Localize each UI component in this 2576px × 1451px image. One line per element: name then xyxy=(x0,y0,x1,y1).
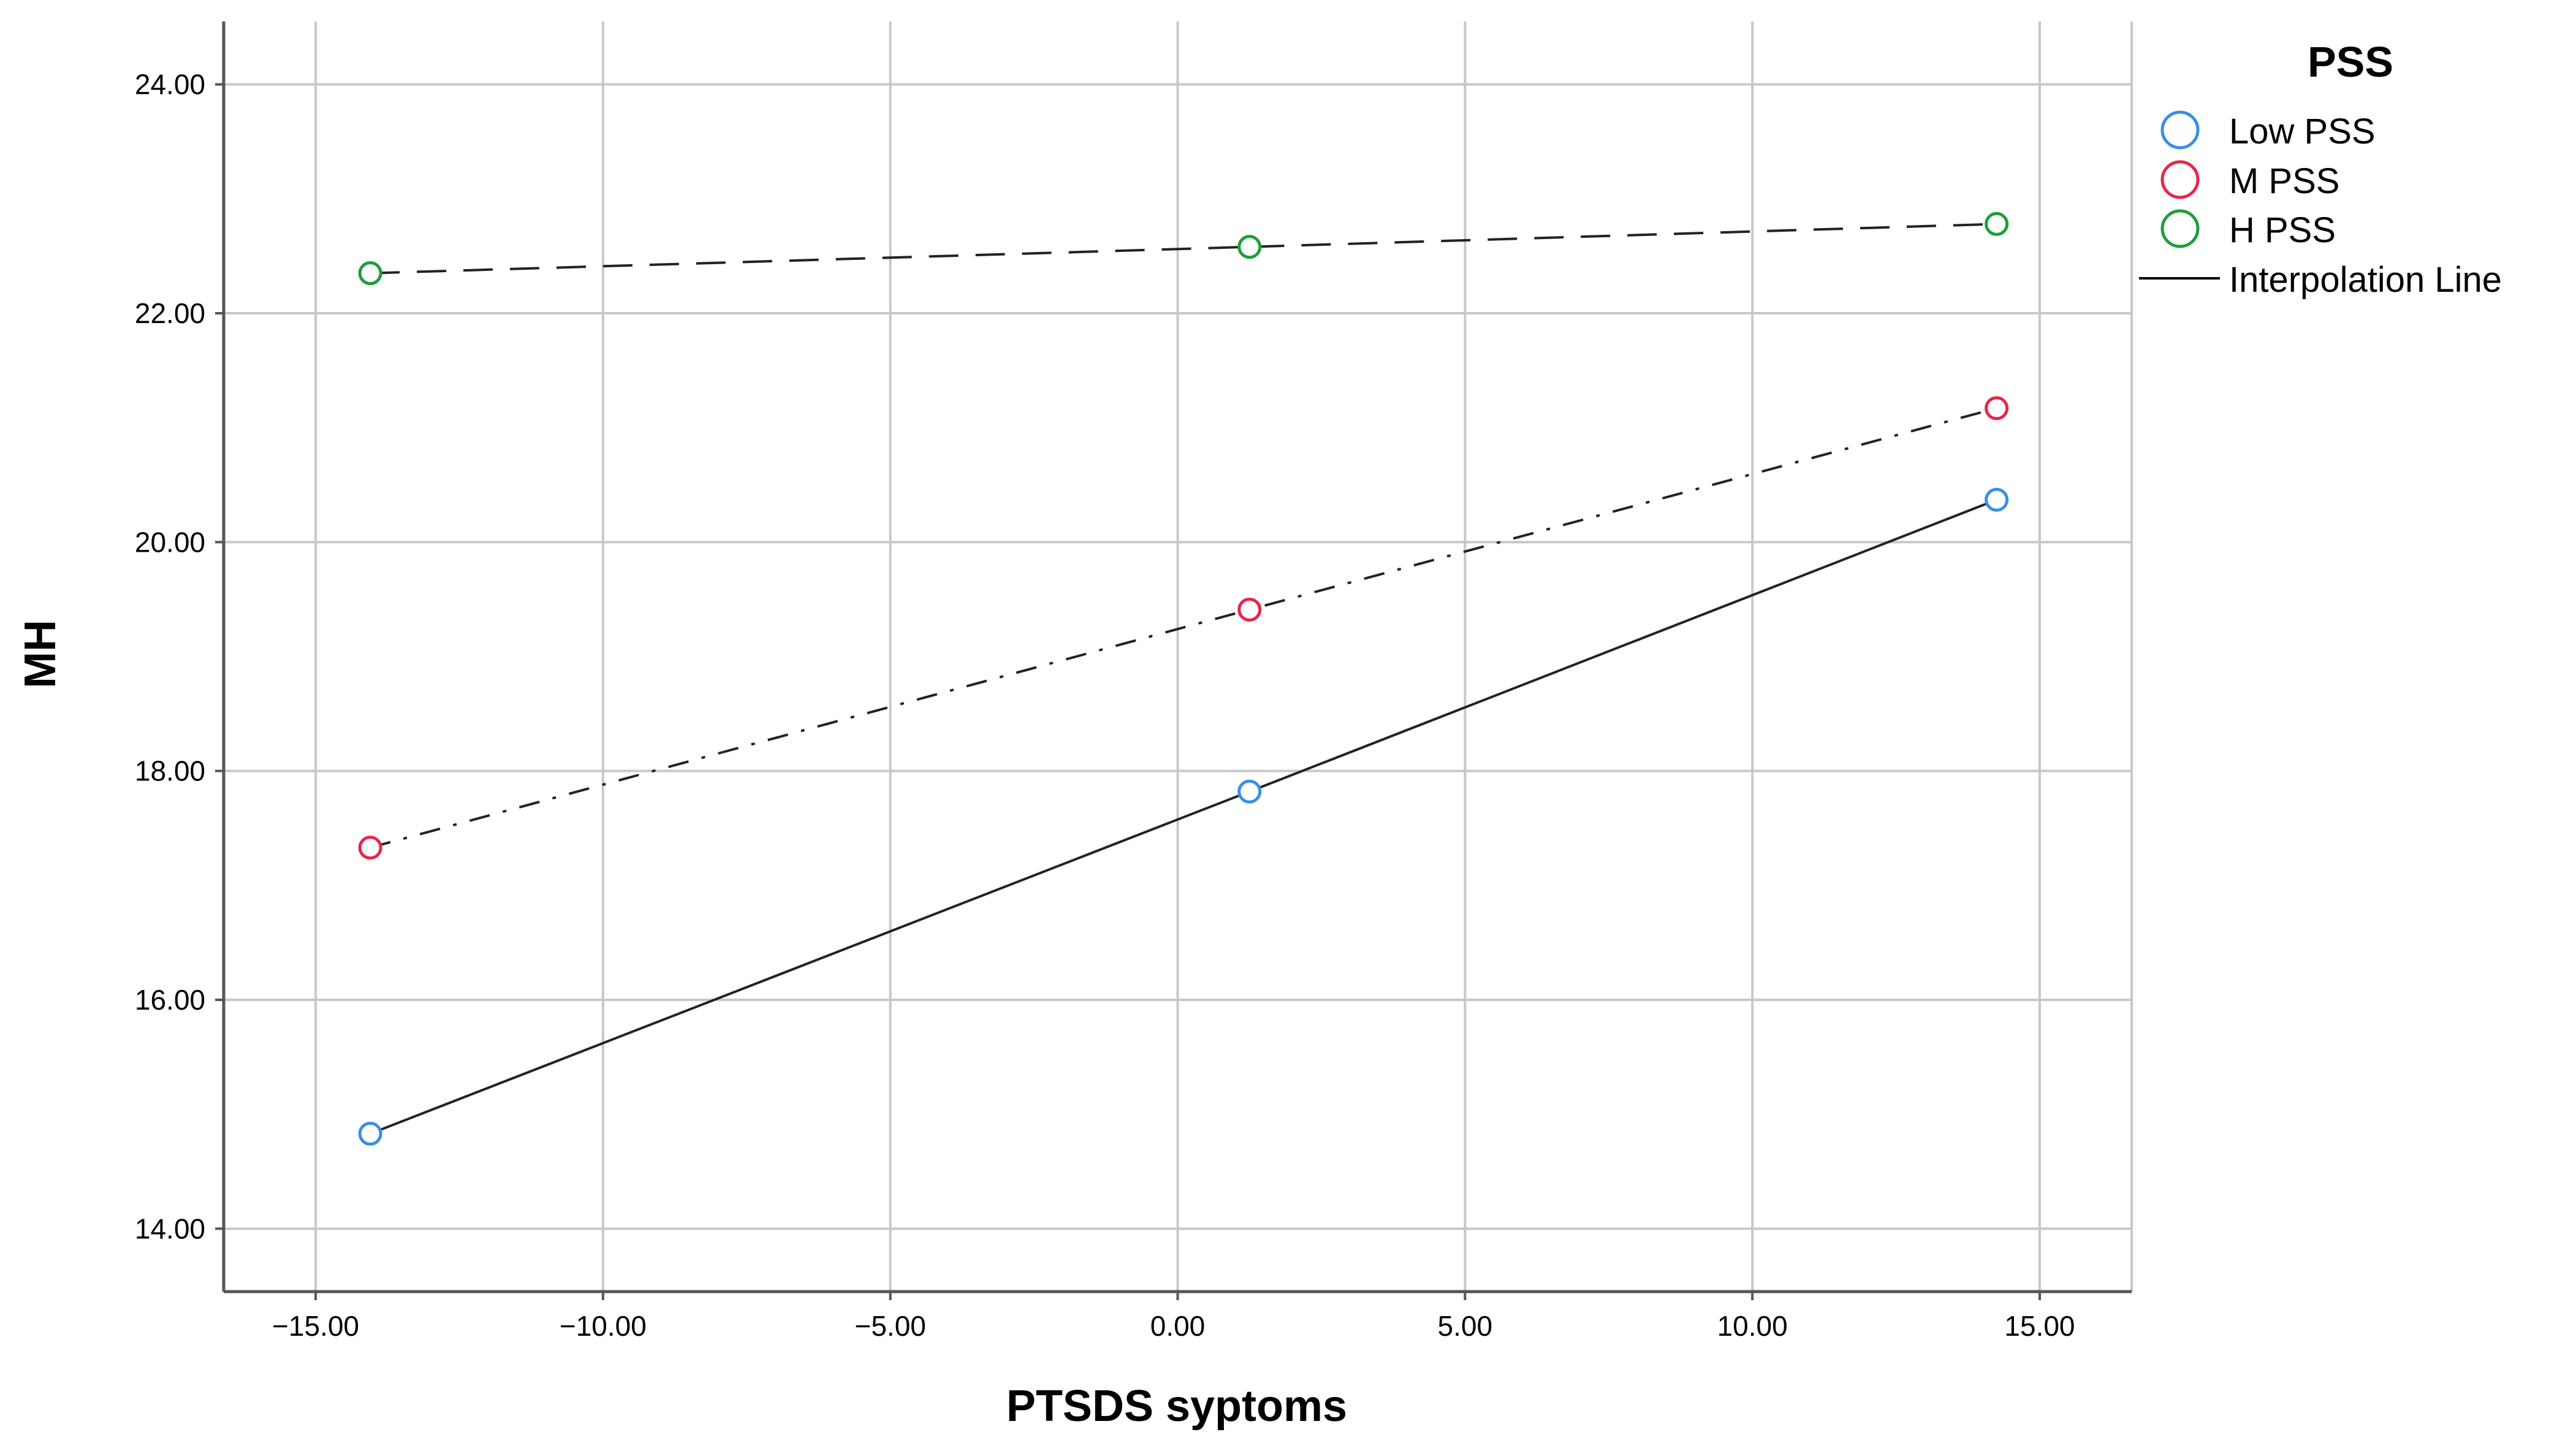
x-axis-title: PTSDS syptoms xyxy=(1006,1382,1347,1431)
data-point-m-pss xyxy=(1985,396,2009,421)
x-tick-label: 5.00 xyxy=(1438,1310,1493,1342)
data-point-h-pss xyxy=(1237,235,1262,259)
legend-label-interpolation-line: Interpolation Line xyxy=(2229,260,2502,300)
x-tick-label: −15.00 xyxy=(272,1310,359,1342)
y-axis-title: MH xyxy=(16,620,65,688)
legend-title: PSS xyxy=(2308,38,2393,86)
data-point-low-pss xyxy=(1985,487,2009,512)
x-tick-label: 15.00 xyxy=(2004,1310,2075,1342)
y-tick-label: 24.00 xyxy=(135,69,205,101)
data-point-low-pss xyxy=(358,1121,382,1146)
tick-labels: −15.00 −10.00 −5.00 0.00 5.00 10.00 15.00 14.00… xyxy=(135,69,2075,1342)
x-tick-label: 0.00 xyxy=(1150,1310,1206,1342)
data-point-low-pss xyxy=(1237,779,1262,804)
legend-label-h-pss: H PSS xyxy=(2229,210,2336,250)
legend-marker-low-pss xyxy=(2160,110,2200,150)
y-tick-label: 14.00 xyxy=(135,1213,205,1244)
legend: PSS Low PSS M PSS H PSS Interpolation Li… xyxy=(2139,38,2502,300)
gridlines xyxy=(224,21,2132,1292)
data-point-m-pss xyxy=(1237,597,1262,622)
series-points xyxy=(358,211,2009,1146)
y-tick-label: 18.00 xyxy=(135,755,205,787)
legend-marker-m-pss xyxy=(2160,160,2200,199)
data-point-h-pss xyxy=(1985,211,2009,236)
legend-label-m-pss: M PSS xyxy=(2229,161,2340,201)
data-point-m-pss xyxy=(358,836,382,860)
y-tick-label: 22.00 xyxy=(135,297,205,329)
y-tick-label: 20.00 xyxy=(135,526,205,558)
x-tick-label: −5.00 xyxy=(854,1310,925,1342)
legend-label-low-pss: Low PSS xyxy=(2229,112,2376,151)
y-tick-label: 16.00 xyxy=(135,984,205,1016)
data-point-h-pss xyxy=(358,261,382,286)
x-tick-label: 10.00 xyxy=(1717,1310,1788,1342)
x-tick-label: −10.00 xyxy=(560,1310,647,1342)
legend-marker-h-pss xyxy=(2160,209,2200,248)
series-line-h-pss xyxy=(370,223,1997,275)
axes xyxy=(215,21,2133,1300)
